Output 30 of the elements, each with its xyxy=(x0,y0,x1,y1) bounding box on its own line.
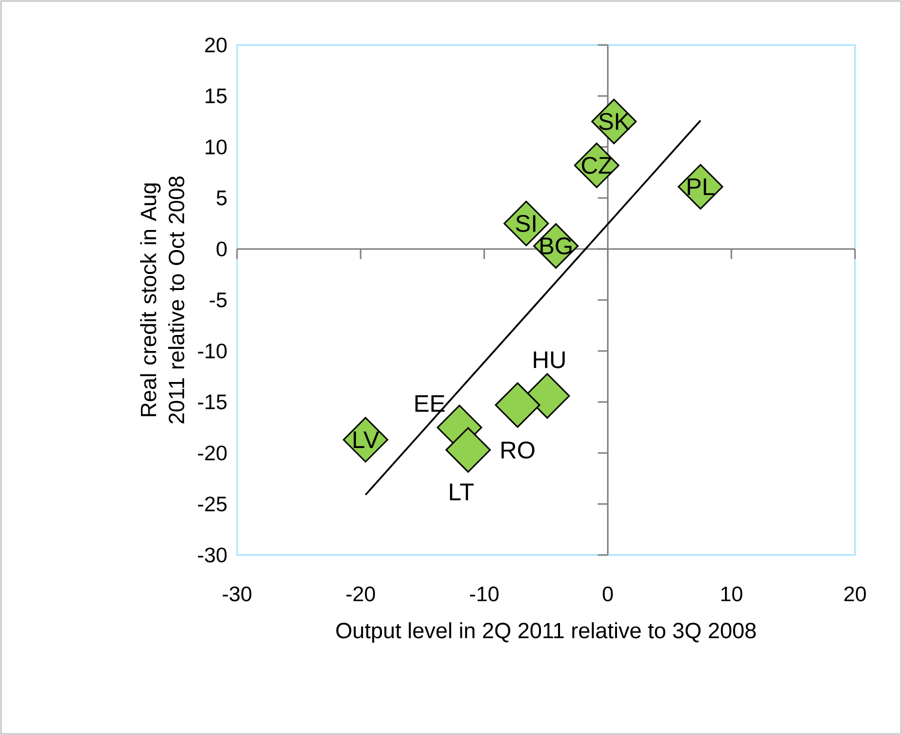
annotation: HU xyxy=(534,352,565,368)
y-tick-label: -20 xyxy=(198,446,227,460)
point xyxy=(494,382,540,428)
annotation: CZ xyxy=(582,156,612,174)
y-tick-label: -25 xyxy=(198,496,227,512)
x-tick-label: -20 xyxy=(346,586,375,602)
annotation: EE xyxy=(415,395,444,412)
y-tick-label: 15 xyxy=(206,88,227,104)
annotation: LV xyxy=(354,431,380,448)
y-tick-label: 10 xyxy=(206,140,227,154)
annotation: BG xyxy=(540,237,572,254)
x-tick-label: 0 xyxy=(602,586,613,602)
annotation: SK xyxy=(599,112,630,130)
y-axis-title: Real credit stock in Aug 2011 relative to Oct 2008 xyxy=(140,176,184,424)
y-tick-label: 20 xyxy=(205,38,227,52)
x-tick-label: -10 xyxy=(470,586,499,602)
y-tick-label: -10 xyxy=(198,344,227,358)
x-tick-label: 20 xyxy=(844,586,866,602)
annotation: RO xyxy=(502,442,534,459)
point xyxy=(445,427,491,473)
x-tick-label: 10 xyxy=(721,586,742,602)
x-axis-title: Output level in 2Q 2011 relative to 3Q 2008 xyxy=(336,622,756,643)
y-tick-label: -15 xyxy=(198,394,227,410)
y-tick-label: -5 xyxy=(210,292,227,308)
annotation: SI xyxy=(516,214,536,232)
annotation: LT xyxy=(450,484,474,500)
y-tick-label: 5 xyxy=(216,190,227,206)
annotation: PL xyxy=(688,178,714,196)
y-tick-label: 0 xyxy=(216,242,227,256)
y-tick-label: -30 xyxy=(198,548,227,562)
